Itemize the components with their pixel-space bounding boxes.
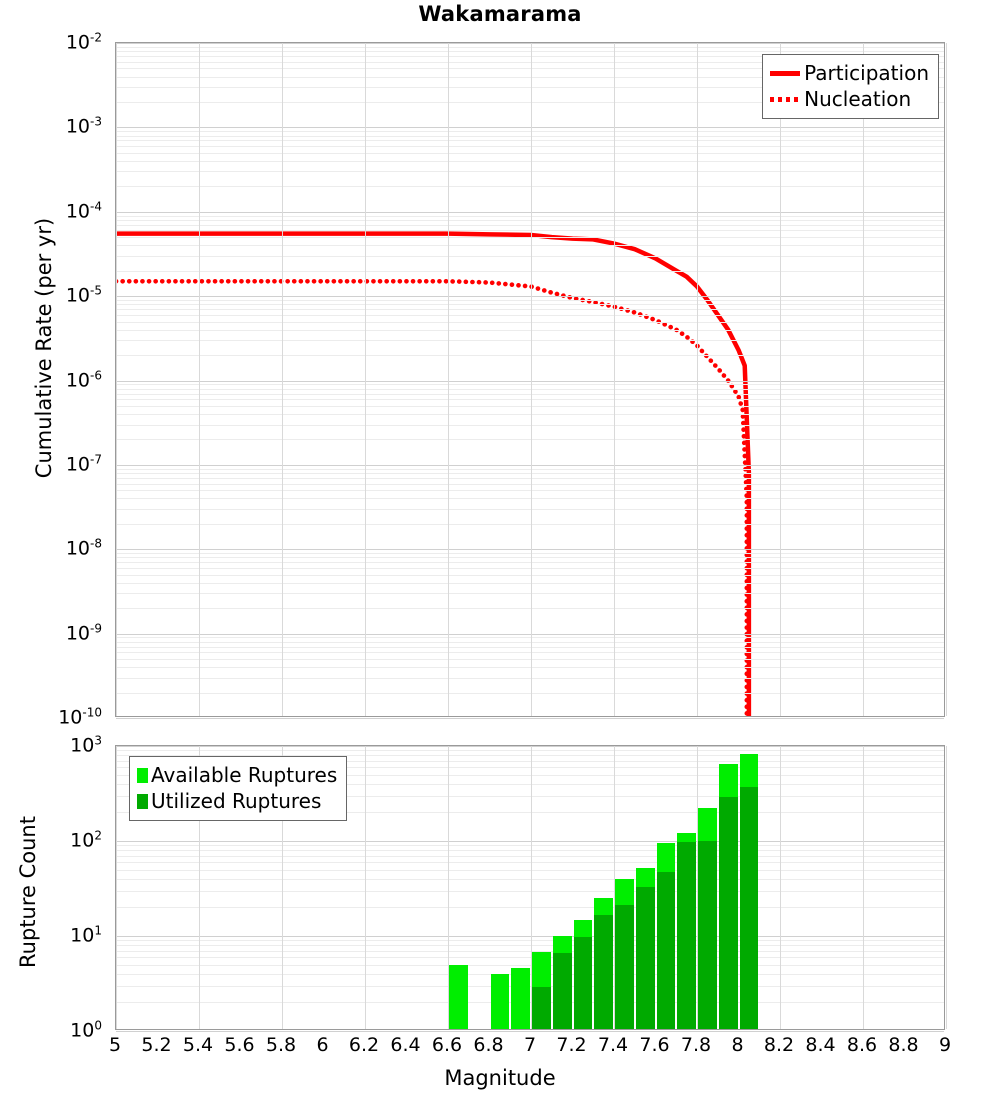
xaxis-tick-label: 6.6 (431, 1034, 463, 1056)
xaxis-title: Magnitude (444, 1066, 556, 1090)
histogram-bar (573, 920, 593, 1029)
bar-segment-available (490, 973, 510, 1029)
bottom-yaxis-title: Rupture Count (16, 816, 40, 968)
xaxis-tick-label: 6 (316, 1034, 329, 1056)
bottom-legend: Available Ruptures Utilized Ruptures (129, 756, 348, 821)
yaxis-tick-label: 10-5 (65, 283, 102, 307)
legend-item-participation: Participation (770, 60, 929, 86)
cumulative-rate-plot: Participation Nucleation (115, 42, 947, 719)
curve-nucleation (116, 278, 750, 716)
yaxis-tick-label: 103 (70, 733, 102, 757)
bar-segment-utilized (552, 953, 572, 1029)
bar-segment-utilized (573, 937, 593, 1029)
rupture-count-plot: Available Ruptures Utilized Ruptures (115, 745, 947, 1032)
xaxis-tick-label: 7.4 (597, 1034, 629, 1056)
xaxis-tick-label: 8.8 (888, 1034, 919, 1056)
bar-segment-available (511, 967, 530, 1029)
bar-segment-utilized (615, 905, 634, 1029)
legend-label-utilized: Utilized Ruptures (151, 789, 322, 813)
yaxis-tick-label: 100 (70, 1018, 102, 1042)
yaxis-tick-label: 10-8 (65, 536, 102, 560)
dotted-line-icon (770, 96, 801, 102)
xaxis-tick-label: 5.8 (265, 1034, 297, 1056)
bar-segment-utilized (635, 887, 655, 1029)
xaxis-tick-label: 6.8 (473, 1034, 504, 1056)
xaxis-tick-label: 7 (523, 1034, 537, 1056)
bar-segment-utilized (594, 914, 613, 1029)
xaxis-tick-label: 9 (938, 1034, 952, 1056)
utilized-color-icon (137, 793, 148, 809)
bar-segment-available (449, 965, 468, 1029)
xaxis-tick-label: 5.6 (224, 1034, 255, 1056)
xaxis-tick-label: 6.4 (390, 1034, 421, 1056)
bar-segment-utilized (718, 796, 738, 1029)
yaxis-tick-label: 10-9 (65, 620, 102, 645)
histogram-bar (615, 878, 634, 1029)
available-color-icon (137, 767, 148, 783)
yaxis-tick-label: 101 (70, 923, 102, 947)
top-legend: Participation Nucleation (762, 54, 939, 119)
top-yaxis-ticks: 10-2 10-3 10-4 10-5 10-6 10-7 10-8 10-9 10-10 (0, 30, 110, 728)
histogram-bar (594, 897, 613, 1029)
histogram-bar (718, 764, 738, 1029)
curve-participation (116, 231, 752, 716)
legend-label-available: Available Ruptures (151, 763, 338, 787)
xaxis-tick-label: 7.6 (639, 1034, 670, 1056)
legend-label-participation: Participation (804, 61, 929, 85)
legend-item-available-ruptures: Available Ruptures (137, 762, 337, 788)
xaxis-tick-label: 7.2 (556, 1034, 587, 1056)
xaxis-tick-label: 8 (731, 1034, 744, 1056)
yaxis-tick-label: 10-7 (65, 452, 102, 476)
yaxis-tick-label: 102 (70, 828, 102, 852)
xaxis-tick-label: 8.4 (805, 1034, 836, 1056)
xaxis-tick-label: 5.4 (182, 1034, 214, 1056)
bar-segment-utilized (698, 840, 717, 1029)
xaxis-tick-label: 7.8 (680, 1034, 712, 1056)
histogram-bar (511, 967, 530, 1029)
bar-segment-utilized (532, 986, 551, 1029)
histogram-bar (656, 843, 676, 1029)
bar-segment-utilized (739, 787, 759, 1029)
yaxis-tick-label: 10-3 (65, 114, 102, 139)
xaxis-tick-label: 8.2 (763, 1034, 795, 1056)
xaxis-tick-label: 5.2 (141, 1034, 172, 1056)
histogram-bars (116, 746, 944, 1029)
xaxis-tick-label: 6.2 (348, 1034, 380, 1056)
histogram-bar (698, 808, 717, 1029)
xaxis-tick-label: 8.6 (846, 1034, 878, 1056)
legend-label-nucleation: Nucleation (804, 87, 912, 111)
bar-segment-utilized (656, 871, 676, 1029)
histogram-bar (490, 973, 510, 1029)
histogram-bar (449, 965, 468, 1029)
mfd-curves (116, 231, 752, 716)
top-yaxis-title: Cumulative Rate (per yr) (32, 217, 56, 479)
histogram-bar (677, 833, 696, 1029)
histogram-bar (532, 951, 551, 1029)
page-title: Wakamarama (418, 2, 582, 26)
legend-item-utilized-ruptures: Utilized Ruptures (137, 788, 337, 814)
solid-line-icon (770, 70, 801, 76)
bar-segment-utilized (677, 842, 696, 1029)
yaxis-tick-label: 10-10 (58, 705, 102, 729)
histogram-bar (739, 754, 759, 1029)
yaxis-tick-label: 10-4 (65, 199, 102, 223)
histogram-bar (635, 867, 655, 1029)
legend-item-nucleation: Nucleation (770, 86, 929, 112)
histogram-bar (552, 936, 572, 1029)
bottom-yaxis-ticks: 100 101 102 103 (0, 733, 110, 1041)
yaxis-tick-label: 10-2 (65, 30, 102, 54)
yaxis-tick-label: 10-6 (65, 367, 102, 392)
xaxis-tick-label: 5 (108, 1034, 122, 1056)
